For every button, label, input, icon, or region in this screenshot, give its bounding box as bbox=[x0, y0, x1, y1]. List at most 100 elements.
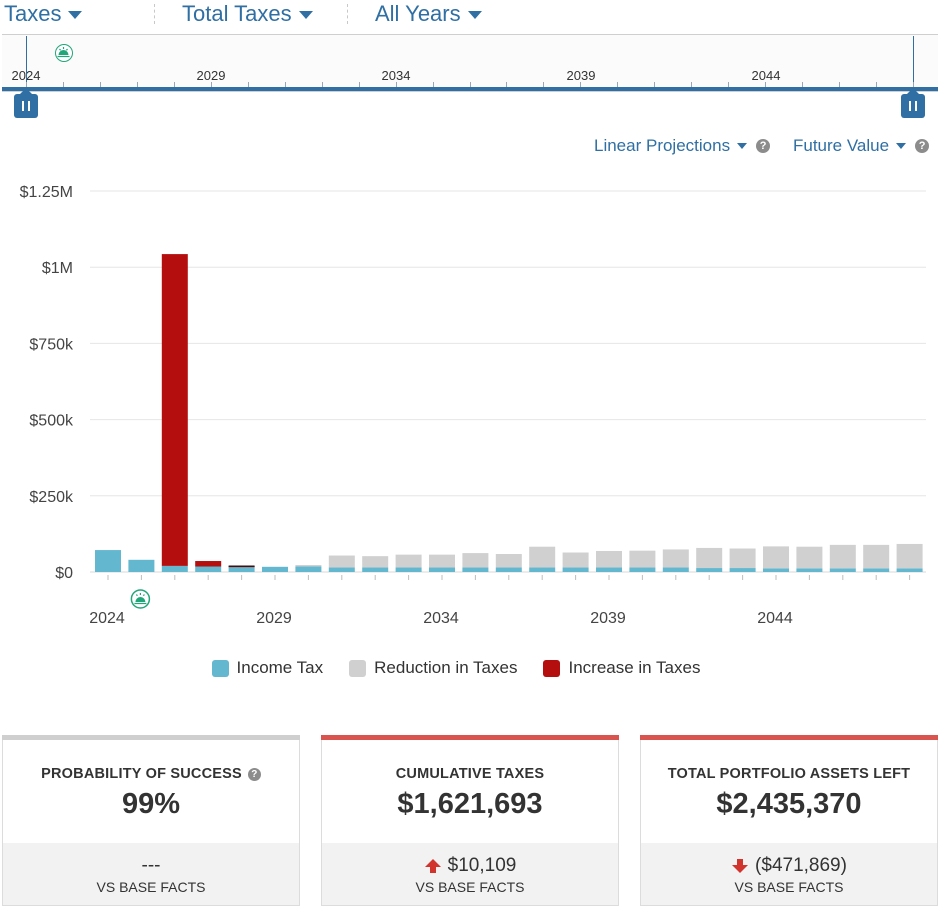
card-value: $2,435,370 bbox=[716, 788, 862, 820]
timeline-tick bbox=[469, 82, 471, 88]
timeline-track[interactable] bbox=[2, 87, 938, 91]
timeline-tick bbox=[580, 82, 582, 88]
timeline-range-end-line bbox=[913, 36, 914, 90]
x-tick-label: 2024 bbox=[89, 610, 125, 627]
timeline-tick bbox=[691, 82, 693, 88]
bar-reduction-in-taxes bbox=[729, 548, 756, 569]
bar-income-tax bbox=[395, 567, 422, 572]
bar-reduction-in-taxes bbox=[328, 555, 355, 568]
timeline-tick bbox=[321, 82, 323, 88]
x-tick-label: 2029 bbox=[256, 610, 292, 627]
timeline-label: 2044 bbox=[751, 68, 781, 83]
bar-reduction-in-taxes bbox=[429, 554, 455, 568]
x-tick-label: 2044 bbox=[757, 610, 793, 627]
total-taxes-dropdown-label: Total Taxes bbox=[182, 1, 292, 26]
caret-down-icon bbox=[467, 11, 482, 19]
card-delta: ($471,869) bbox=[641, 855, 937, 877]
portfolio-assets-left-card: TOTAL PORTFOLIO ASSETS LEFT $2,435,370 (… bbox=[640, 735, 938, 906]
retirement-marker-ray bbox=[142, 594, 145, 597]
bar-income-tax bbox=[562, 567, 589, 572]
card-vs-label: VS BASE FACTS bbox=[415, 879, 525, 895]
total-taxes-dropdown[interactable]: Total Taxes bbox=[182, 0, 313, 28]
y-tick-label: $0 bbox=[55, 565, 73, 582]
bar-income-tax bbox=[863, 568, 890, 572]
bar-income-tax bbox=[495, 567, 522, 572]
bar-income-tax bbox=[529, 567, 556, 572]
legend-swatch bbox=[349, 659, 367, 677]
timeline-range-start-line bbox=[26, 36, 27, 90]
y-tick-label: $250k bbox=[29, 489, 74, 506]
bar-reduction-in-taxes bbox=[629, 550, 656, 568]
caret-down-icon bbox=[896, 143, 907, 149]
taxes-dropdown-label: Taxes bbox=[4, 1, 62, 26]
legend-swatch bbox=[543, 659, 561, 677]
timeline-tick bbox=[395, 82, 397, 88]
arrow-down-icon bbox=[732, 859, 749, 873]
timeline-tick bbox=[913, 82, 914, 88]
card-value: 99% bbox=[121, 788, 181, 820]
bar-reduction-in-taxes bbox=[295, 564, 322, 567]
card-footer: $10,109 VS BASE FACTS bbox=[322, 843, 618, 905]
legend-label: Reduction in Taxes bbox=[374, 658, 518, 677]
timeline-tick bbox=[26, 82, 27, 88]
bar-income-tax bbox=[729, 568, 756, 572]
card-delta: --- bbox=[141, 855, 161, 876]
legend-swatch bbox=[211, 659, 229, 677]
arrow-up-icon bbox=[424, 859, 441, 873]
bar-income-tax bbox=[696, 568, 723, 572]
legend-item-increase[interactable]: Increase in Taxes bbox=[543, 658, 700, 678]
timeline-tick bbox=[210, 82, 212, 88]
card-accent-bar bbox=[2, 735, 300, 740]
retirement-marker-sun bbox=[135, 597, 146, 602]
legend-item-reduction[interactable]: Reduction in Taxes bbox=[349, 658, 517, 678]
timeline-tick bbox=[99, 82, 101, 88]
timeline-tick bbox=[247, 82, 249, 88]
timeline-tick bbox=[432, 82, 434, 88]
card-vs-label: VS BASE FACTS bbox=[96, 879, 206, 895]
card-value: $1,621,693 bbox=[397, 788, 543, 820]
timeline-slider[interactable]: 2024 2029 2034 2039 2044 bbox=[0, 34, 940, 124]
timeline-label: 2024 bbox=[11, 68, 41, 83]
bar-reduction-in-taxes bbox=[562, 552, 589, 568]
bar-income-tax bbox=[228, 567, 255, 572]
legend-label: Increase in Taxes bbox=[568, 658, 701, 677]
all-years-dropdown[interactable]: All Years bbox=[375, 0, 482, 28]
timeline-tick bbox=[543, 82, 545, 88]
card-vs-label: VS BASE FACTS bbox=[734, 879, 844, 895]
taxes-bar-chart: $0 $250k $500k $750k $1M $1.25M 2024 2029 2034 20… bbox=[20, 184, 926, 627]
bar-income-tax bbox=[195, 566, 222, 572]
legend-label: Income Tax bbox=[236, 658, 324, 677]
bar-income-tax bbox=[262, 566, 288, 572]
header: Taxes Total Taxes All Years bbox=[0, 0, 940, 34]
help-icon[interactable]: ? bbox=[247, 768, 261, 781]
bar-income-tax bbox=[763, 568, 789, 572]
card-title: PROBABILITY OF SUCCESS? bbox=[3, 766, 299, 782]
chart-legend: Income Tax Reduction in Taxes Increase i… bbox=[0, 658, 940, 678]
timeline-end-handle[interactable] bbox=[901, 88, 925, 118]
y-tick-label: $1.25M bbox=[20, 184, 73, 201]
x-tick-label: 2039 bbox=[590, 610, 626, 627]
bar-reduction-in-taxes bbox=[696, 547, 723, 569]
card-footer: ($471,869) VS BASE FACTS bbox=[641, 843, 937, 905]
timeline-tick bbox=[506, 82, 508, 88]
linear-projections-dropdown[interactable]: Linear Projections ? bbox=[594, 136, 771, 156]
help-icon[interactable]: ? bbox=[915, 139, 930, 153]
all-years-dropdown-label: All Years bbox=[375, 1, 461, 26]
timeline-tick bbox=[728, 82, 730, 88]
help-icon[interactable]: ? bbox=[756, 139, 771, 153]
future-value-dropdown[interactable]: Future Value ? bbox=[793, 136, 930, 156]
retirement-marker-ray bbox=[135, 594, 138, 597]
bar-reduction-in-taxes bbox=[395, 554, 422, 568]
caret-down-icon bbox=[68, 11, 83, 19]
timeline-tick bbox=[654, 82, 656, 88]
taxes-dropdown[interactable]: Taxes bbox=[4, 0, 83, 28]
timeline-tick bbox=[173, 82, 175, 88]
timeline-label: 2029 bbox=[196, 68, 226, 83]
legend-item-income-tax[interactable]: Income Tax bbox=[211, 658, 324, 678]
timeline-label: 2034 bbox=[381, 68, 411, 83]
divider bbox=[347, 4, 348, 24]
timeline-start-handle[interactable] bbox=[14, 88, 38, 118]
bar-increase-in-taxes bbox=[195, 561, 222, 567]
divider bbox=[154, 4, 155, 24]
bar-income-tax bbox=[662, 567, 689, 572]
